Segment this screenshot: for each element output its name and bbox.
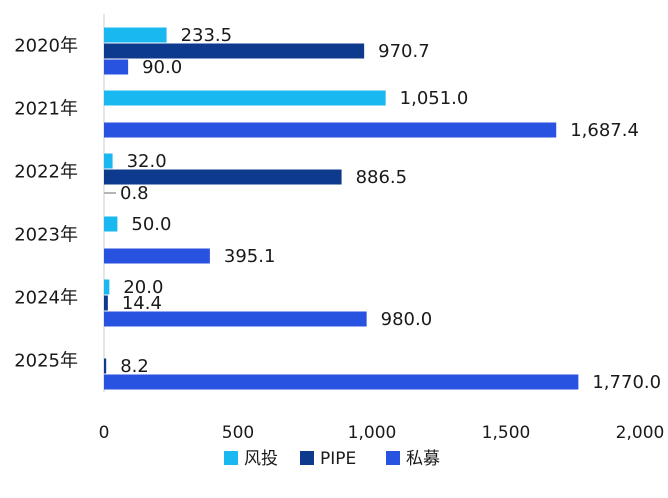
plot-area: 2020年 2021年 2022年 2023年 2024年 2025年 233.5 1,051… xyxy=(14,14,664,443)
category-label: 2025年 xyxy=(14,351,78,372)
x-tick-label: 1,500 xyxy=(482,423,531,443)
x-tick-label: 0 xyxy=(99,423,110,443)
category-label: 2023年 xyxy=(14,225,78,246)
legend-label: 私募 xyxy=(406,449,440,469)
legend-label: 风投 xyxy=(244,449,278,469)
bar xyxy=(104,43,365,59)
category-label: 2020年 xyxy=(14,36,78,57)
data-label: 0.8 xyxy=(120,183,149,204)
data-label: 886.5 xyxy=(356,167,408,188)
data-label: 20.0 xyxy=(123,277,163,298)
category-label: 2022年 xyxy=(14,162,78,183)
data-label: 32.0 xyxy=(127,151,167,172)
bar xyxy=(104,27,167,43)
legend-swatch xyxy=(386,451,400,465)
data-label: 50.0 xyxy=(131,214,171,235)
bar xyxy=(104,216,118,232)
bar xyxy=(104,279,110,295)
legend-swatch xyxy=(224,451,238,465)
bar xyxy=(104,90,386,106)
category-label: 2024年 xyxy=(14,288,78,309)
bar xyxy=(104,248,210,264)
bar xyxy=(104,59,129,75)
x-tick-label: 500 xyxy=(222,423,254,443)
bar xyxy=(104,295,108,311)
data-label: 395.1 xyxy=(224,246,276,267)
data-label: 233.5 xyxy=(181,25,233,46)
data-label: 14.4 xyxy=(122,293,162,314)
bar xyxy=(104,374,579,390)
x-tick-label: 1,000 xyxy=(348,423,397,443)
bar xyxy=(104,169,342,185)
data-label: 980.0 xyxy=(381,309,433,330)
category-label: 2021年 xyxy=(14,99,78,120)
legend: 风投 PIPE 私募 xyxy=(224,449,440,469)
data-label: 8.2 xyxy=(120,356,149,377)
data-label: 1,770.0 xyxy=(592,372,661,393)
x-tick-label: 2,000 xyxy=(616,423,665,443)
legend-swatch xyxy=(300,451,314,465)
bar xyxy=(104,122,557,138)
data-label: 1,051.0 xyxy=(400,88,469,109)
bar xyxy=(104,311,367,327)
data-label: 90.0 xyxy=(142,57,182,78)
data-label: 970.7 xyxy=(378,41,430,62)
bar xyxy=(104,153,113,169)
legend-label: PIPE xyxy=(320,449,356,469)
bar xyxy=(104,358,107,374)
data-label: 1,687.4 xyxy=(570,120,639,141)
